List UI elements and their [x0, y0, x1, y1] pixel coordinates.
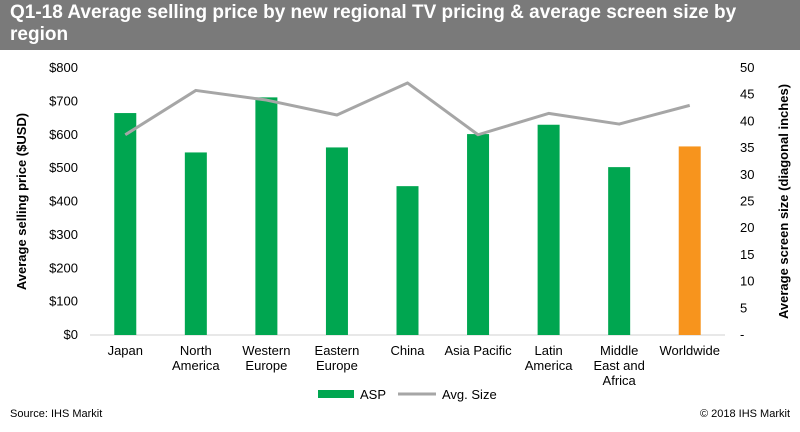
y-tick-label: $600 — [49, 127, 78, 142]
y2-tick-label: 20 — [740, 220, 754, 235]
y2-tick-label: 50 — [740, 60, 754, 75]
chart-title: Q1-18 Average selling price by new regio… — [10, 2, 737, 45]
y-tick-label: $500 — [49, 160, 78, 175]
x-tick-label: North — [180, 343, 212, 358]
legend-label-avg-size: Avg. Size — [442, 387, 497, 402]
y-tick-label: $100 — [49, 294, 78, 309]
x-tick-label: Asia Pacific — [444, 343, 512, 358]
bar-asp — [678, 146, 701, 335]
source-note: Source: IHS Markit — [10, 408, 103, 420]
y2-tick-label: 30 — [740, 167, 754, 182]
x-tick-label: Western — [242, 343, 290, 358]
y-tick-label: $0 — [64, 327, 78, 342]
x-tick-label: Europe — [245, 358, 287, 373]
y-tick-label: $300 — [49, 227, 78, 242]
legend-swatch-asp — [318, 390, 354, 398]
x-tick-label: Middle — [600, 343, 638, 358]
x-tick-label: Latin — [535, 343, 563, 358]
bar-asp — [184, 152, 207, 335]
line-avg-size — [124, 81, 691, 137]
y2-tick-label: 15 — [740, 247, 754, 262]
x-tick-label: Worldwide — [659, 343, 719, 358]
copyright-note: © 2018 IHS Markit — [699, 408, 790, 420]
y-tick-label: $200 — [49, 260, 78, 275]
x-tick-label: Japan — [108, 343, 143, 358]
y2-tick-label: 25 — [740, 194, 754, 209]
x-tick-label: America — [525, 358, 573, 373]
y-tick-label: $700 — [49, 93, 78, 108]
bar-asp — [114, 113, 137, 336]
bar-asp — [608, 167, 631, 335]
y-tick-label: $400 — [49, 194, 78, 209]
bar-asp — [255, 97, 278, 336]
y2-tick-label: 35 — [740, 140, 754, 155]
bar-asp — [467, 134, 490, 335]
title-bar: Q1-18 Average selling price by new regio… — [0, 0, 800, 50]
x-tick-label: China — [391, 343, 426, 358]
y2-tick-label: - — [740, 327, 744, 342]
legend-label-asp: ASP — [360, 387, 386, 402]
x-tick-label: Africa — [603, 373, 637, 388]
x-tick-label: America — [172, 358, 220, 373]
y2-tick-label: 45 — [740, 87, 754, 102]
y-tick-label: $800 — [49, 60, 78, 75]
x-tick-label: Europe — [316, 358, 358, 373]
bar-asp — [537, 124, 560, 335]
x-tick-label: Eastern — [315, 343, 360, 358]
bar-asp — [325, 147, 348, 335]
y-axis-title: Average selling price ($USD) — [14, 113, 29, 290]
y2-tick-label: 5 — [740, 300, 747, 315]
y2-tick-label: 10 — [740, 274, 754, 289]
y2-tick-label: 40 — [740, 113, 754, 128]
y2-axis-title: Average screen size (diagonal inches) — [776, 84, 791, 319]
bar-asp — [396, 186, 419, 335]
x-tick-label: East and — [594, 358, 645, 373]
